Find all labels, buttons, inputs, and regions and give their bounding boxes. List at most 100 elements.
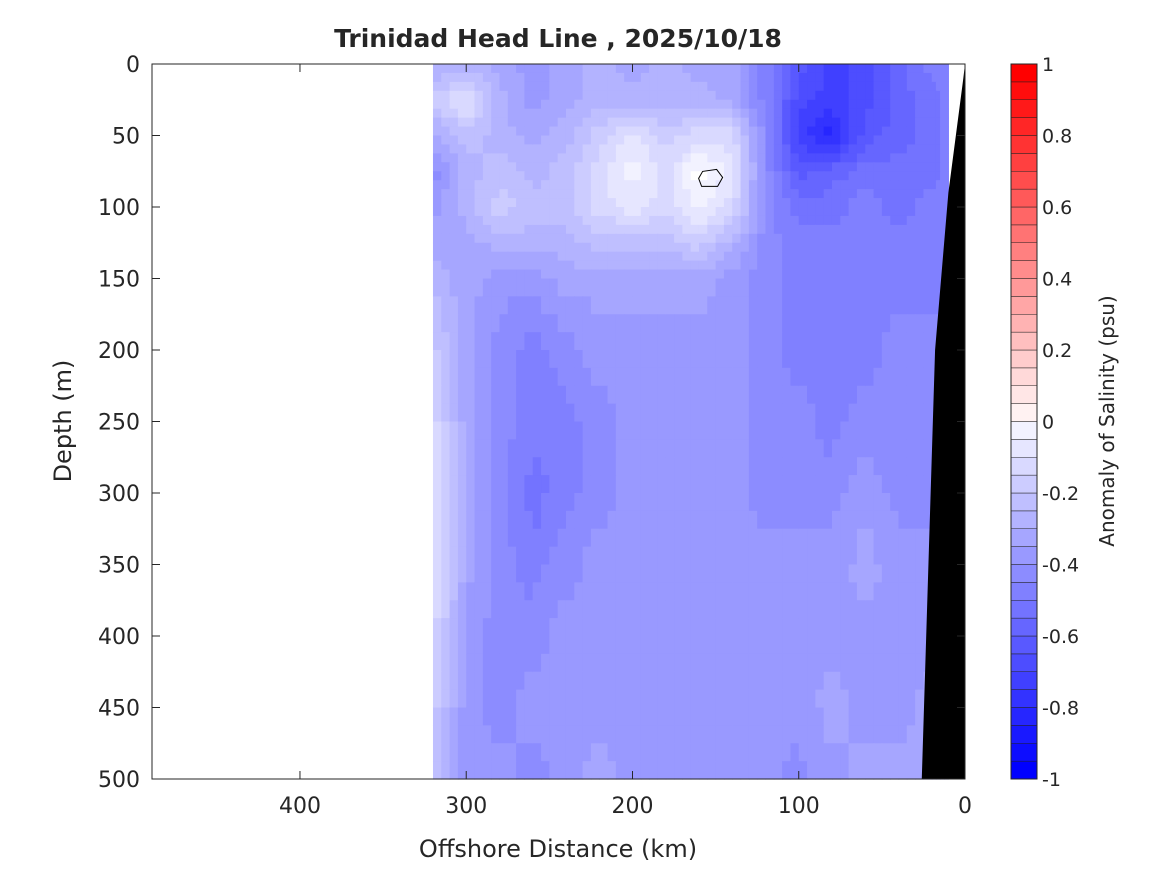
heatmap-cell <box>474 269 484 280</box>
heatmap-cell <box>674 439 683 458</box>
heatmap-cell <box>457 242 467 253</box>
heatmap-cell <box>565 99 575 110</box>
heatmap-cell <box>856 99 866 110</box>
heatmap-cell <box>773 215 783 226</box>
heatmap-cell <box>757 198 767 208</box>
heatmap-cell <box>491 126 501 137</box>
heatmap-cell <box>840 162 850 172</box>
heatmap-cell <box>507 64 517 74</box>
heatmap-cell <box>790 528 800 548</box>
heatmap-cell <box>674 403 683 423</box>
heatmap-cell <box>640 215 650 226</box>
heatmap-cell <box>624 233 634 244</box>
heatmap-cell <box>449 689 459 709</box>
heatmap-cell <box>765 439 775 458</box>
heatmap-cell <box>557 385 567 405</box>
heatmap-cell <box>624 421 634 440</box>
heatmap-cell <box>541 162 550 172</box>
heatmap-cell <box>549 162 559 172</box>
heatmap-cell <box>657 198 667 208</box>
heatmap-cell <box>732 90 742 101</box>
heatmap-cell <box>915 582 925 601</box>
heatmap-cell <box>466 618 476 637</box>
heatmap-cell <box>507 636 517 655</box>
heatmap-cell <box>915 135 925 146</box>
heatmap-cell <box>823 582 833 601</box>
heatmap-cell <box>748 72 758 83</box>
heatmap-cell <box>707 528 717 548</box>
heatmap-cell <box>757 269 767 280</box>
heatmap-cell <box>707 296 717 315</box>
heatmap-cell <box>748 162 758 172</box>
heatmap-cell <box>923 180 933 190</box>
heatmap-cell <box>557 582 567 601</box>
heatmap-cell <box>782 528 792 548</box>
heatmap-cell <box>674 64 683 74</box>
colorbar-level <box>1010 617 1038 637</box>
heatmap-cell <box>831 314 841 333</box>
heatmap-cell <box>466 296 476 315</box>
heatmap-cell <box>507 618 517 637</box>
heatmap-cell <box>674 636 683 655</box>
heatmap-cell <box>723 671 733 691</box>
heatmap-cell <box>923 296 933 315</box>
heatmap-cell <box>898 144 908 154</box>
heatmap-cell <box>748 493 758 512</box>
heatmap-cell <box>624 126 634 137</box>
heatmap-cell <box>574 671 584 691</box>
heatmap-cell <box>665 493 675 512</box>
heatmap-cell <box>491 761 501 780</box>
heatmap-cell <box>649 269 659 280</box>
heatmap-cell <box>682 81 692 92</box>
heatmap-cell <box>732 72 742 83</box>
heatmap-cell <box>765 385 775 405</box>
colorbar-level <box>1010 117 1038 136</box>
heatmap-cell <box>557 224 567 235</box>
heatmap-cell <box>491 233 501 244</box>
heatmap-cell <box>798 653 808 673</box>
heatmap-cell <box>782 180 792 190</box>
heatmap-cell <box>632 207 642 217</box>
heatmap-cell <box>466 99 476 110</box>
heatmap-cell <box>665 90 675 101</box>
heatmap-cell <box>773 269 783 280</box>
heatmap-cell <box>823 260 833 271</box>
heatmap-cell <box>574 367 584 387</box>
heatmap-cell <box>807 99 816 110</box>
heatmap-cell <box>457 350 467 369</box>
heatmap-cell <box>815 108 825 119</box>
heatmap-cell <box>457 564 467 583</box>
heatmap-cell <box>723 350 733 369</box>
heatmap-cell <box>690 198 700 208</box>
heatmap-cell <box>815 242 825 253</box>
heatmap-cell <box>798 126 808 137</box>
colorbar-level <box>1010 153 1038 172</box>
heatmap-cell <box>615 457 625 476</box>
heatmap-cell <box>674 260 683 271</box>
heatmap-cell <box>524 332 534 351</box>
heatmap-cell <box>665 457 675 476</box>
heatmap-cell <box>574 564 584 583</box>
heatmap-cell <box>565 117 575 128</box>
heatmap-cell <box>565 314 575 333</box>
heatmap-cell <box>944 171 949 181</box>
heatmap-cell <box>632 251 642 262</box>
heatmap-cell <box>549 439 559 458</box>
heatmap-cell <box>873 671 883 691</box>
heatmap-cell <box>607 162 617 172</box>
heatmap-cell <box>624 689 634 709</box>
heatmap-cell <box>865 117 875 128</box>
heatmap-cell <box>466 582 476 601</box>
heatmap-cell <box>682 144 692 154</box>
heatmap-cell <box>499 457 509 476</box>
heatmap-cell <box>815 215 825 226</box>
heatmap-cell <box>815 636 825 655</box>
heatmap-cell <box>590 421 600 440</box>
heatmap-cell <box>890 99 900 110</box>
heatmap-cell <box>782 90 792 101</box>
heatmap-cell <box>491 707 501 726</box>
heatmap-cell <box>848 546 858 566</box>
heatmap-cell <box>674 528 683 548</box>
heatmap-cell <box>632 743 642 762</box>
heatmap-cell <box>798 81 808 92</box>
